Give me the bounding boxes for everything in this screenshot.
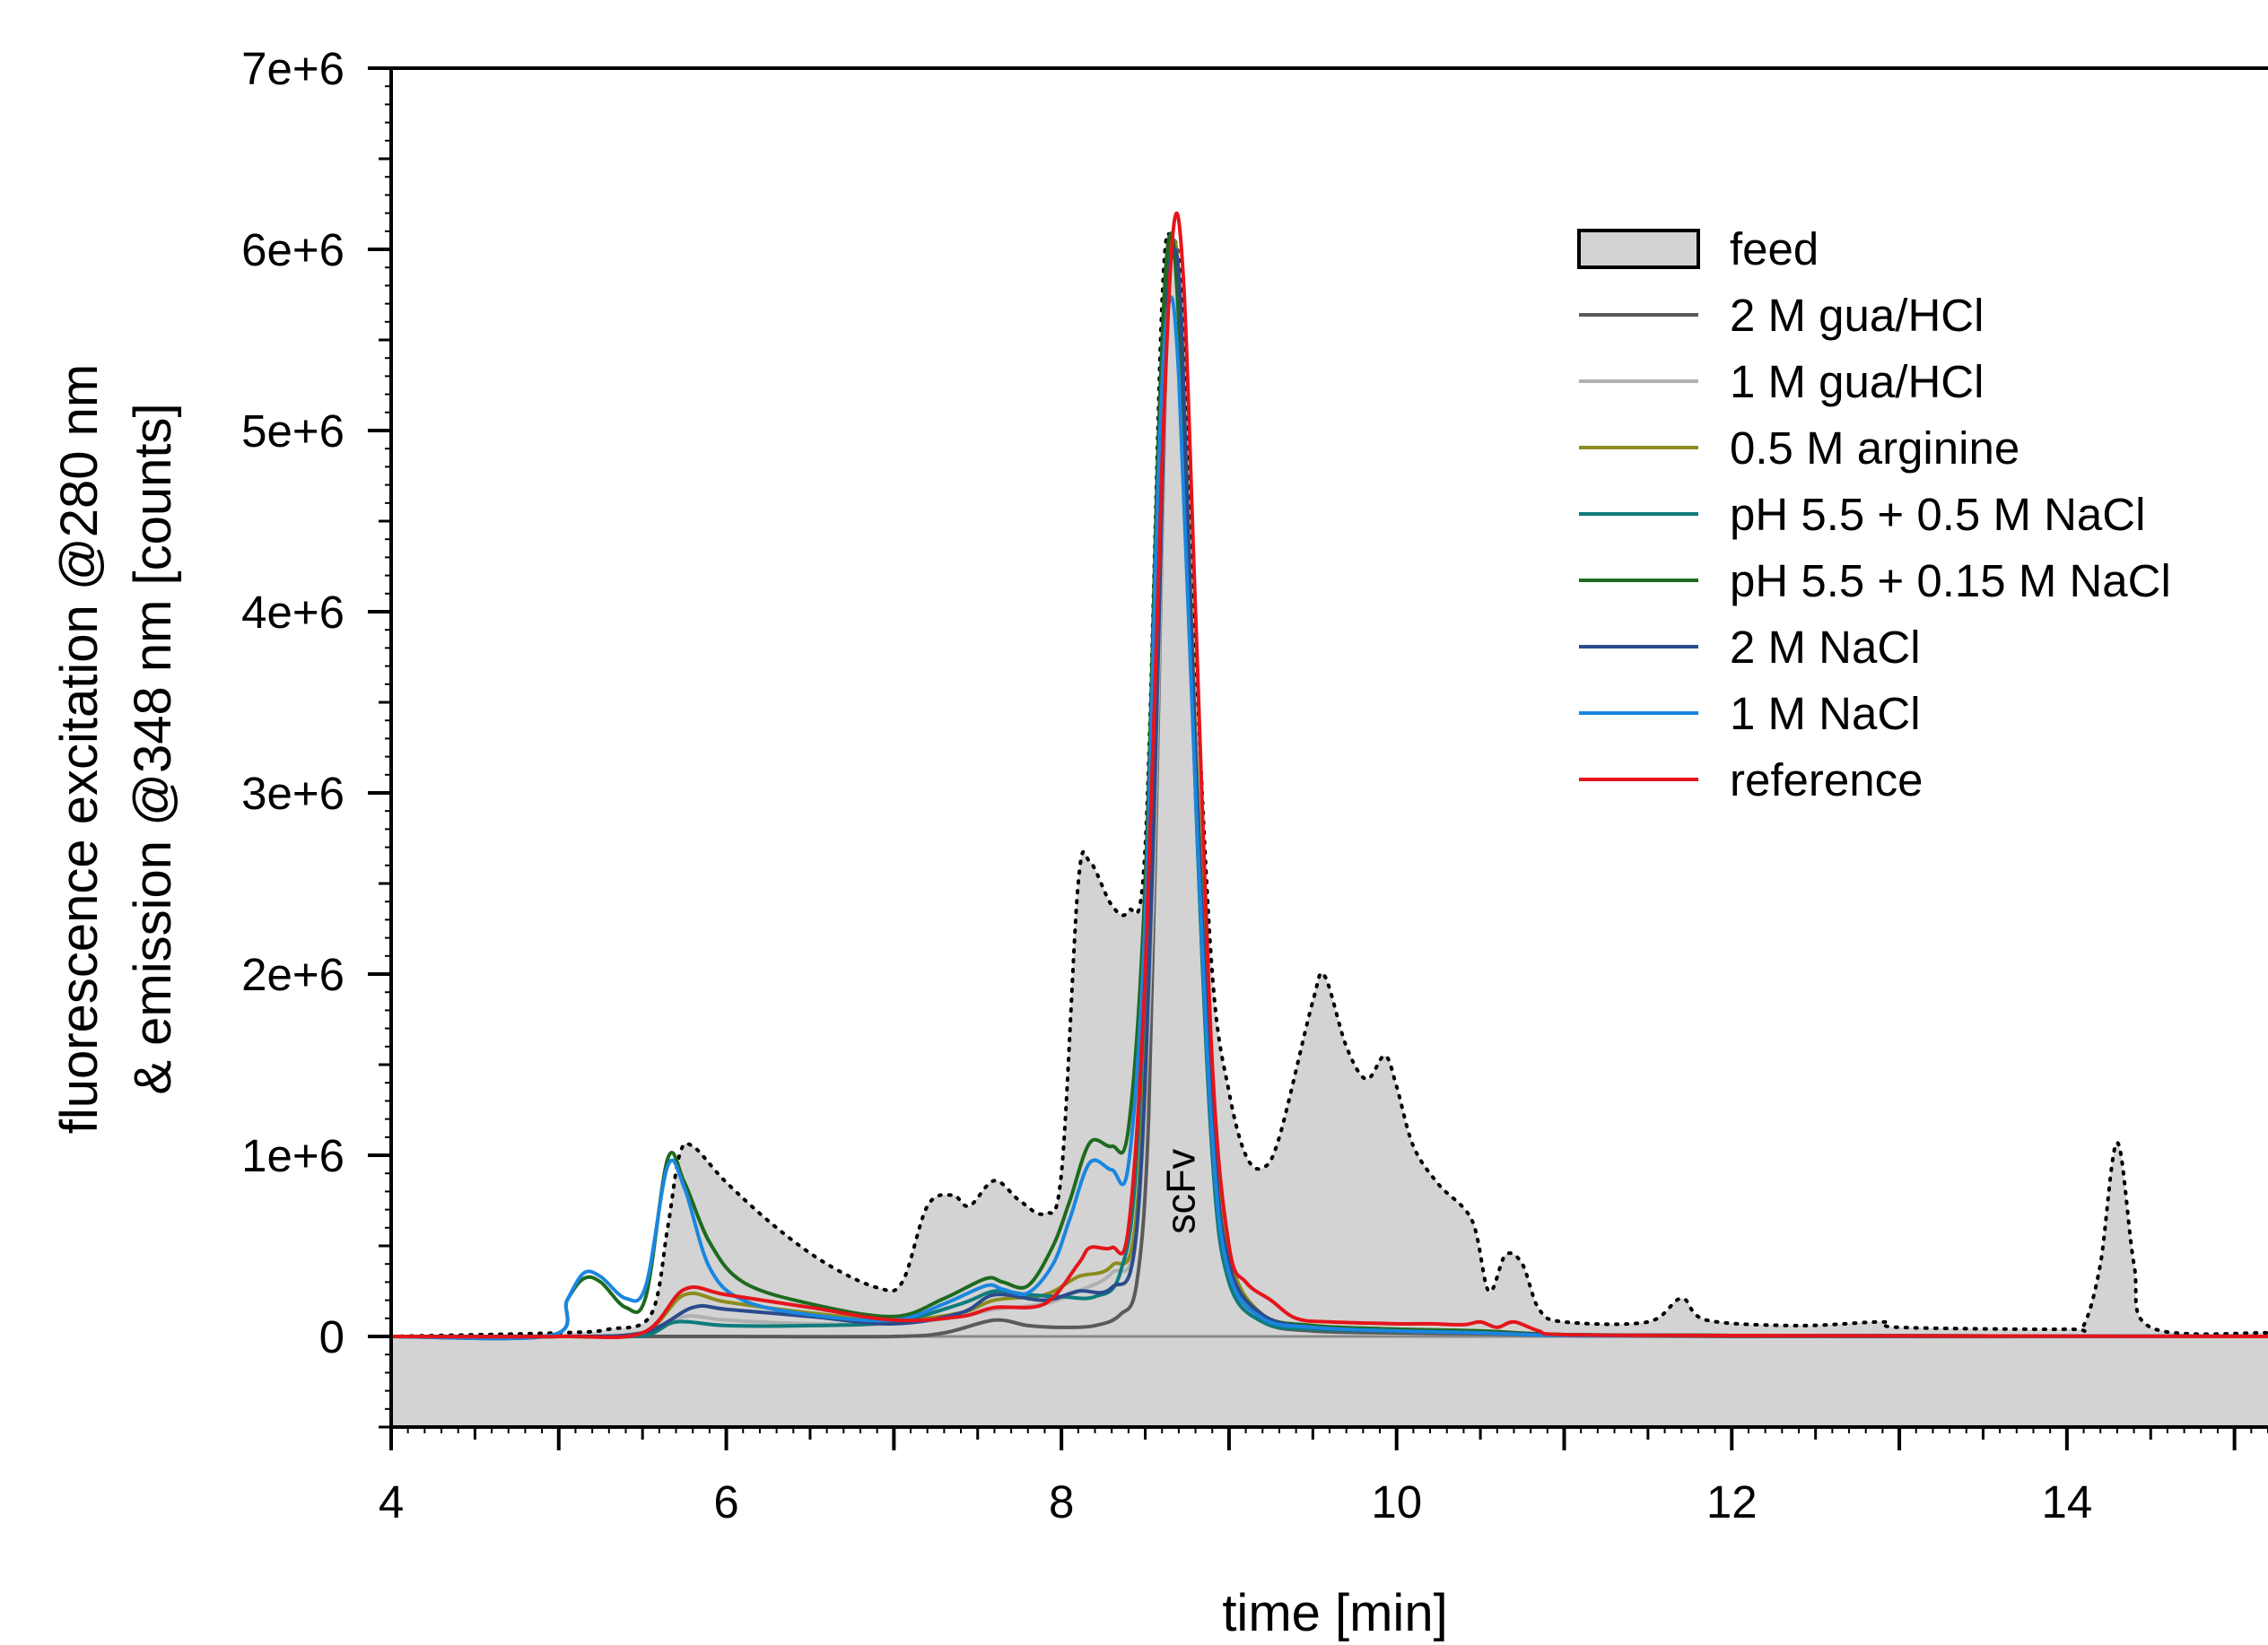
y-axis-title-line1: fluorescence excitation @280 nm	[50, 364, 109, 1134]
legend-label: 0.5 M arginine	[1730, 422, 2019, 474]
x-tick-label: 4	[379, 1476, 404, 1528]
legend-label: 1 M gua/HCl	[1730, 356, 1984, 407]
y-tick-label: 6e+6	[241, 224, 345, 275]
x-axis-title: time [min]	[1222, 1584, 1447, 1642]
legend-label: pH 5.5 + 0.15 M NaCl	[1730, 555, 2171, 606]
y-tick-label: 5e+6	[241, 405, 345, 457]
x-tick-label: 12	[1706, 1476, 1758, 1528]
legend-label: reference	[1730, 754, 1923, 805]
series-layer	[391, 211, 2268, 1427]
y-tick-label: 0	[319, 1311, 345, 1362]
series-outline-feed	[391, 231, 2268, 1338]
legend-label: feed	[1730, 223, 1819, 274]
legend-label: pH 5.5 + 0.5 M NaCl	[1730, 489, 2145, 540]
legend-swatch	[1577, 229, 1700, 269]
axes-layer: 4 6 8 10 12 14 0 1e+6 2e+6 3e+6 4e+6 5e+6 6e+6 7e+6	[241, 43, 2268, 1528]
x-tick-label: 10	[1371, 1476, 1422, 1528]
series-line-8	[391, 211, 2268, 1339]
x-tick-label: 6	[713, 1476, 738, 1528]
y-tick-label: 3e+6	[241, 768, 345, 819]
y-tick-label: 2e+6	[241, 949, 345, 1000]
legend: feed 2 M gua/HCl 1 M gua/HCl 0.5 M arginine…	[1577, 223, 2171, 805]
legend-label: 2 M gua/HCl	[1730, 290, 1984, 341]
scfv-annotation: scFv	[1158, 1148, 1204, 1233]
y-tick-label: 7e+6	[241, 43, 345, 94]
x-tick-label: 14	[2041, 1476, 2092, 1528]
series-area-feed	[391, 233, 2268, 1427]
legend-label: 2 M NaCl	[1730, 622, 1921, 673]
series-line-7	[391, 295, 2268, 1341]
y-tick-label: 1e+6	[241, 1130, 345, 1181]
plot-area	[391, 211, 2268, 1427]
legend-label: 1 M NaCl	[1730, 688, 1921, 739]
y-tick-label: 4e+6	[241, 587, 345, 638]
x-tick-label: 8	[1049, 1476, 1074, 1528]
y-axis-title-line2: & emission @348 nm [counts]	[124, 403, 182, 1094]
